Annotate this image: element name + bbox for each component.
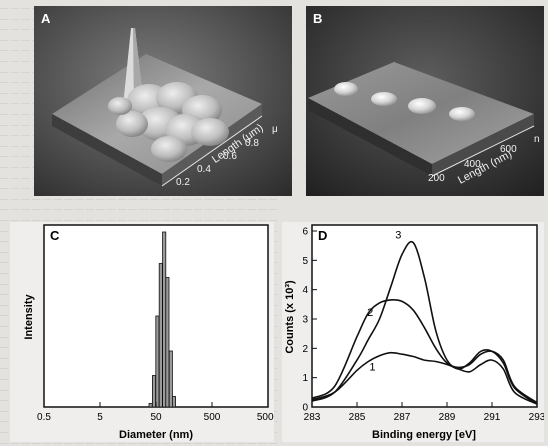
- panel-a-axis-unit: μ: [272, 124, 278, 135]
- panel-d-xps-spectra: 283 285 287 289 291 293 0 1 2 3 4 5 6 1 2 3 D Counts (…: [282, 222, 544, 442]
- panel-b-tick: 200: [428, 173, 445, 184]
- panel-d-y-tick-label: 2: [302, 344, 308, 355]
- panel-d-y-tick-label: 3: [302, 315, 308, 326]
- panel-c-bar: [162, 231, 167, 408]
- panel-c-bar: [148, 403, 153, 408]
- panel-a-tick: 0.6: [223, 151, 237, 162]
- panel-d-plot-frame: [311, 224, 538, 408]
- panel-c-label: C: [50, 228, 60, 243]
- panel-c-bar: [168, 350, 173, 408]
- panel-d-label: D: [318, 228, 327, 243]
- panel-d-curve-label: 2: [367, 307, 373, 319]
- panel-a-afm-image: A Length (μm) μ 0.2 0.4 0.6 0.8: [34, 6, 292, 196]
- panel-d-x-tick-label: 285: [349, 412, 366, 423]
- panel-c-x-tick-label: 500: [204, 412, 221, 423]
- panel-c-bar: [155, 315, 160, 408]
- panel-d-series-line-1: [311, 351, 538, 405]
- panel-d-y-tick-label: 0: [302, 403, 308, 414]
- panel-b-surface: [306, 6, 544, 196]
- panel-d-y-tick-label: 5: [302, 256, 308, 267]
- panel-d-x-tick-label: 283: [304, 412, 321, 423]
- panel-c-bar: [165, 277, 170, 408]
- panel-c-chart: 0.5 5 50 500 5000 C Intensity Diameter (nm): [23, 224, 274, 441]
- panel-d-x-tick-label: 291: [484, 412, 501, 423]
- panel-c-bar: [171, 396, 176, 408]
- panel-d-x-axis-title: Binding energy [eV]: [372, 429, 476, 441]
- panel-a-tick: 0.4: [197, 164, 211, 175]
- panel-b-axis-unit: n: [534, 134, 540, 145]
- panel-d-curve-label: 3: [395, 229, 401, 241]
- panel-b-tick: 400: [464, 159, 481, 170]
- panel-c-y-axis-title: Intensity: [23, 294, 35, 340]
- panel-b-label: B: [313, 11, 323, 26]
- panel-c-histogram: 0.5 5 50 500 5000 C Intensity Diameter (nm): [10, 222, 274, 442]
- panel-d-y-axis-title: Counts (x 10³): [284, 280, 296, 354]
- panel-d-chart: 283 285 287 289 291 293 0 1 2 3 4 5 6 1 2 3 D Counts (…: [284, 224, 544, 441]
- panel-b-tick: 600: [500, 144, 517, 155]
- panel-c-x-axis-title: Diameter (nm): [119, 429, 193, 441]
- panel-d-x-tick-label: 293: [529, 412, 544, 423]
- panel-d-y-tick-label: 6: [302, 227, 308, 238]
- panel-a-tick: 0.8: [245, 138, 259, 149]
- panel-d-y-tick-label: 1: [302, 373, 308, 384]
- panel-c-x-tick-label: 5000: [257, 412, 274, 423]
- panel-c-x-tick-label: 0.5: [37, 412, 51, 423]
- panel-a-tick: 0.2: [176, 177, 190, 188]
- panel-d-x-tick-label: 289: [439, 412, 456, 423]
- panel-d-x-tick-label: 287: [394, 412, 411, 423]
- panel-b-afm-image: B Length (nm) n 200 400 600: [306, 6, 544, 196]
- panel-a-surface: [34, 6, 292, 196]
- panel-c-bar: [151, 375, 156, 408]
- panel-d-curve-label: 1: [369, 361, 375, 373]
- panel-d-y-tick-label: 4: [302, 285, 308, 296]
- panel-a-label: A: [41, 11, 51, 26]
- panel-c-x-tick-label: 5: [97, 412, 103, 423]
- panel-d-series-line-3: [311, 240, 538, 405]
- panel-c-bar: [158, 263, 163, 408]
- panel-c-x-tick-label: 50: [150, 412, 162, 423]
